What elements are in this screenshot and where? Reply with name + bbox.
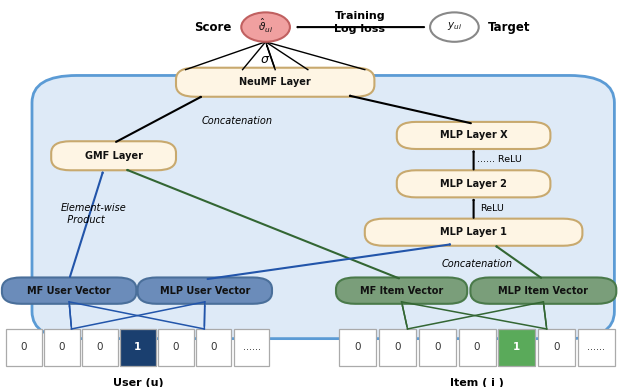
Text: NeuMF Layer: NeuMF Layer	[239, 77, 311, 87]
FancyBboxPatch shape	[32, 75, 614, 339]
FancyBboxPatch shape	[176, 68, 374, 97]
Bar	[419, 329, 456, 366]
FancyBboxPatch shape	[470, 277, 616, 304]
Text: 0: 0	[355, 342, 361, 352]
FancyBboxPatch shape	[51, 141, 176, 170]
Text: Element-wise
  Product: Element-wise Product	[61, 203, 127, 225]
FancyBboxPatch shape	[397, 122, 550, 149]
FancyBboxPatch shape	[2, 277, 136, 304]
Text: MLP User Vector: MLP User Vector	[159, 286, 250, 296]
Text: ReLU: ReLU	[480, 204, 504, 212]
Bar	[234, 329, 269, 366]
Circle shape	[430, 12, 479, 42]
Bar	[83, 329, 118, 366]
Bar	[120, 329, 156, 366]
Text: $\sigma$: $\sigma$	[260, 53, 271, 66]
Text: 0: 0	[434, 342, 440, 352]
FancyBboxPatch shape	[336, 277, 467, 304]
Text: 0: 0	[394, 342, 401, 352]
Text: Training: Training	[335, 11, 385, 21]
Text: MLP Item Vector: MLP Item Vector	[499, 286, 588, 296]
Text: Item ( i ): Item ( i )	[450, 378, 504, 387]
Text: Log loss: Log loss	[335, 24, 385, 34]
Text: MLP Layer 2: MLP Layer 2	[440, 179, 507, 189]
Text: 0: 0	[97, 342, 103, 352]
Bar	[538, 329, 575, 366]
Text: ......: ......	[243, 342, 260, 352]
FancyBboxPatch shape	[365, 219, 582, 246]
Text: GMF Layer: GMF Layer	[84, 151, 143, 161]
Text: Concatenation: Concatenation	[442, 259, 512, 269]
Text: 0: 0	[554, 342, 560, 352]
Bar	[379, 329, 416, 366]
Text: 1: 1	[513, 342, 520, 352]
Text: 0: 0	[59, 342, 65, 352]
FancyBboxPatch shape	[138, 277, 272, 304]
Bar	[578, 329, 615, 366]
Text: $\hat{\vartheta}_{ui}$: $\hat{\vartheta}_{ui}$	[258, 17, 273, 35]
Bar	[6, 329, 42, 366]
Text: MLP Layer X: MLP Layer X	[440, 130, 508, 140]
Text: $y_{ui}$: $y_{ui}$	[447, 20, 462, 32]
Bar	[44, 329, 80, 366]
Text: User (u): User (u)	[113, 378, 163, 387]
Circle shape	[241, 12, 290, 42]
Bar	[339, 329, 376, 366]
Text: Target: Target	[488, 21, 531, 34]
Text: 0: 0	[21, 342, 28, 352]
Text: Score: Score	[195, 21, 232, 34]
Bar	[158, 329, 193, 366]
Text: 0: 0	[474, 342, 481, 352]
Text: 1: 1	[134, 342, 141, 352]
Text: MF User Vector: MF User Vector	[28, 286, 111, 296]
Bar	[458, 329, 496, 366]
Text: ...... ReLU: ...... ReLU	[477, 155, 522, 164]
Bar	[196, 329, 232, 366]
Text: ......: ......	[588, 342, 605, 352]
Text: 0: 0	[173, 342, 179, 352]
Text: Concatenation: Concatenation	[202, 116, 272, 126]
Text: MLP Layer 1: MLP Layer 1	[440, 227, 507, 237]
Text: MF Item Vector: MF Item Vector	[360, 286, 444, 296]
Text: 0: 0	[211, 342, 217, 352]
Bar	[499, 329, 536, 366]
FancyBboxPatch shape	[397, 170, 550, 197]
